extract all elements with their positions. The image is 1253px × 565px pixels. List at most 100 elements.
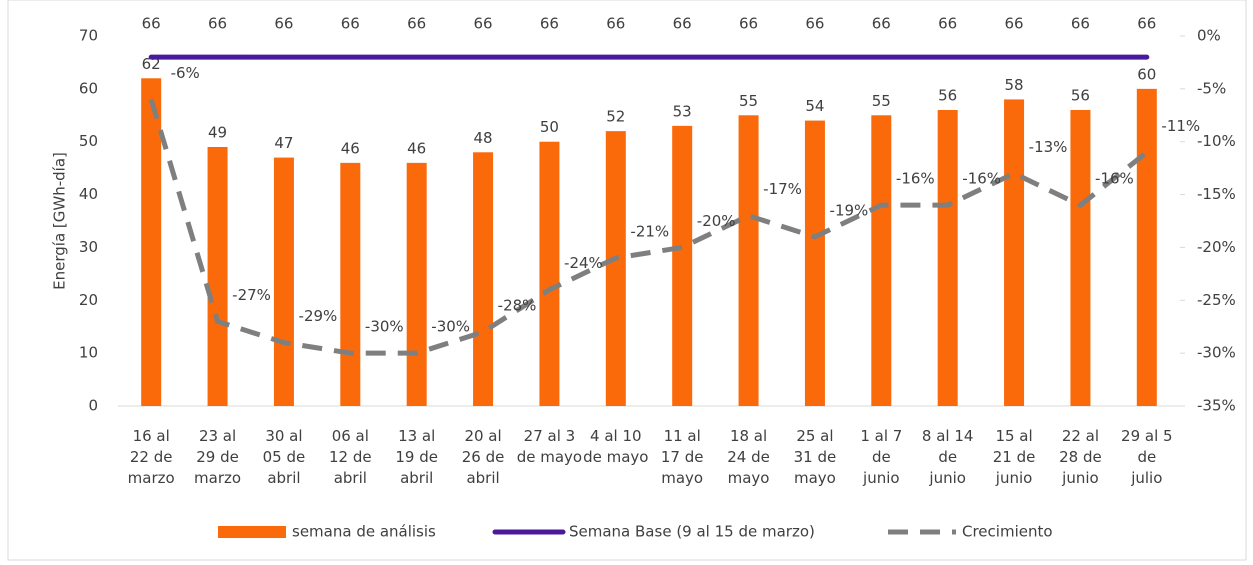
x-tick-label: 22 al 28 de junio bbox=[1059, 427, 1102, 487]
y-tick-label: 50 bbox=[79, 132, 98, 150]
base-label: 66 bbox=[274, 15, 293, 33]
bar-label: 56 bbox=[938, 87, 957, 105]
bar-label: 49 bbox=[208, 124, 227, 142]
base-label: 66 bbox=[938, 15, 957, 33]
growth-label: -20% bbox=[697, 212, 736, 230]
bar bbox=[738, 115, 759, 407]
bar-label: 54 bbox=[805, 97, 824, 115]
y2-tick-label: -25% bbox=[1197, 291, 1236, 309]
y2-tick-label: -15% bbox=[1197, 185, 1236, 203]
chart-frame bbox=[7, 0, 1247, 561]
bar bbox=[1136, 88, 1157, 406]
base-label: 66 bbox=[474, 15, 493, 33]
bar-label: 58 bbox=[1005, 76, 1024, 94]
base-label: 66 bbox=[142, 15, 161, 33]
base-label: 66 bbox=[540, 15, 559, 33]
base-label: 66 bbox=[606, 15, 625, 33]
x-tick-label: 30 al 05 de abril bbox=[263, 427, 306, 487]
growth-label: -30% bbox=[431, 318, 470, 336]
x-tick-label: 13 al 19 de abril bbox=[395, 427, 438, 487]
x-tick-label: 29 al 5 de julio bbox=[1121, 427, 1173, 487]
bar-label: 47 bbox=[274, 134, 293, 152]
growth-label: -13% bbox=[1029, 138, 1068, 156]
base-label: 66 bbox=[805, 15, 824, 33]
bar bbox=[871, 115, 892, 407]
base-label: 66 bbox=[739, 15, 758, 33]
x-tick-label: 20 al 26 de abril bbox=[462, 427, 505, 487]
y-axis-label: Energía [GWh-día] bbox=[51, 152, 69, 290]
y2-tick-label: -5% bbox=[1197, 79, 1226, 97]
growth-label: -17% bbox=[763, 180, 802, 198]
bar bbox=[207, 147, 228, 406]
y2-tick-label: -30% bbox=[1197, 344, 1236, 362]
legend-label: semana de análisis bbox=[292, 523, 436, 541]
growth-label: -19% bbox=[830, 201, 869, 219]
bar-label: 50 bbox=[540, 118, 559, 136]
bar-label: 55 bbox=[872, 92, 891, 110]
x-tick-label: 18 al 24 de mayo bbox=[727, 427, 770, 487]
y2-tick-label: -10% bbox=[1197, 132, 1236, 150]
bar bbox=[473, 152, 494, 406]
x-tick-label: 25 al 31 de mayo bbox=[794, 427, 837, 487]
growth-label: -16% bbox=[1095, 170, 1134, 188]
base-label: 66 bbox=[1005, 15, 1024, 33]
x-tick-label: 27 al 3 de mayo bbox=[517, 427, 582, 466]
growth-line bbox=[148, 98, 1149, 356]
bar bbox=[804, 120, 825, 407]
y-tick-label: 20 bbox=[79, 291, 98, 309]
bar bbox=[1070, 110, 1091, 406]
x-tick-label: 4 al 10 de mayo bbox=[583, 427, 648, 466]
growth-label: -27% bbox=[232, 286, 271, 304]
y-tick-label: 70 bbox=[79, 27, 98, 45]
growth-label: -16% bbox=[896, 170, 935, 188]
base-label: 66 bbox=[208, 15, 227, 33]
y2-tick-label: 0% bbox=[1197, 27, 1221, 45]
bar-label: 53 bbox=[673, 102, 692, 120]
y-tick-label: 60 bbox=[79, 79, 98, 97]
bar bbox=[1004, 99, 1025, 406]
base-label: 66 bbox=[872, 15, 891, 33]
growth-label: -16% bbox=[962, 170, 1001, 188]
growth-label: -24% bbox=[564, 254, 603, 272]
base-label: 66 bbox=[1071, 15, 1090, 33]
bar-label: 52 bbox=[606, 108, 625, 126]
bar bbox=[605, 131, 626, 406]
bar bbox=[539, 141, 560, 406]
bar-label: 46 bbox=[407, 139, 426, 157]
bar-label: 48 bbox=[474, 129, 493, 147]
bar bbox=[141, 78, 162, 407]
legend-label: Semana Base (9 al 15 de marzo) bbox=[569, 523, 815, 541]
bar bbox=[340, 162, 361, 406]
legend-label: Crecimiento bbox=[962, 523, 1053, 541]
legend-swatch bbox=[218, 526, 286, 538]
bar-label: 55 bbox=[739, 92, 758, 110]
growth-label: -6% bbox=[171, 64, 200, 82]
bar bbox=[406, 162, 427, 406]
growth-label: -30% bbox=[365, 318, 404, 336]
y2-tick-label: -20% bbox=[1197, 238, 1236, 256]
bar bbox=[937, 110, 958, 406]
bar-label: 46 bbox=[341, 139, 360, 157]
x-tick-label: 16 al 22 de marzo bbox=[128, 427, 175, 487]
x-tick-label: 06 al 12 de abril bbox=[329, 427, 372, 487]
bar bbox=[273, 157, 294, 406]
x-tick-label: 23 al 29 de marzo bbox=[194, 427, 241, 487]
growth-label: -29% bbox=[299, 307, 338, 325]
y-tick-label: 30 bbox=[79, 238, 98, 256]
growth-label: -11% bbox=[1161, 117, 1200, 135]
x-tick-label: 8 al 14 de junio bbox=[922, 427, 974, 487]
base-label: 66 bbox=[673, 15, 692, 33]
y-tick-label: 10 bbox=[79, 344, 98, 362]
growth-label: -21% bbox=[630, 223, 669, 241]
y-tick-label: 40 bbox=[79, 185, 98, 203]
bar-label: 60 bbox=[1137, 65, 1156, 83]
x-tick-label: 1 al 7 de junio bbox=[860, 427, 902, 487]
y-tick-label: 0 bbox=[88, 397, 98, 415]
base-label: 66 bbox=[407, 15, 426, 33]
base-label: 66 bbox=[1137, 15, 1156, 33]
base-label: 66 bbox=[341, 15, 360, 33]
y2-tick-label: -35% bbox=[1197, 397, 1236, 415]
growth-label: -28% bbox=[498, 297, 537, 315]
bar-label: 56 bbox=[1071, 87, 1090, 105]
